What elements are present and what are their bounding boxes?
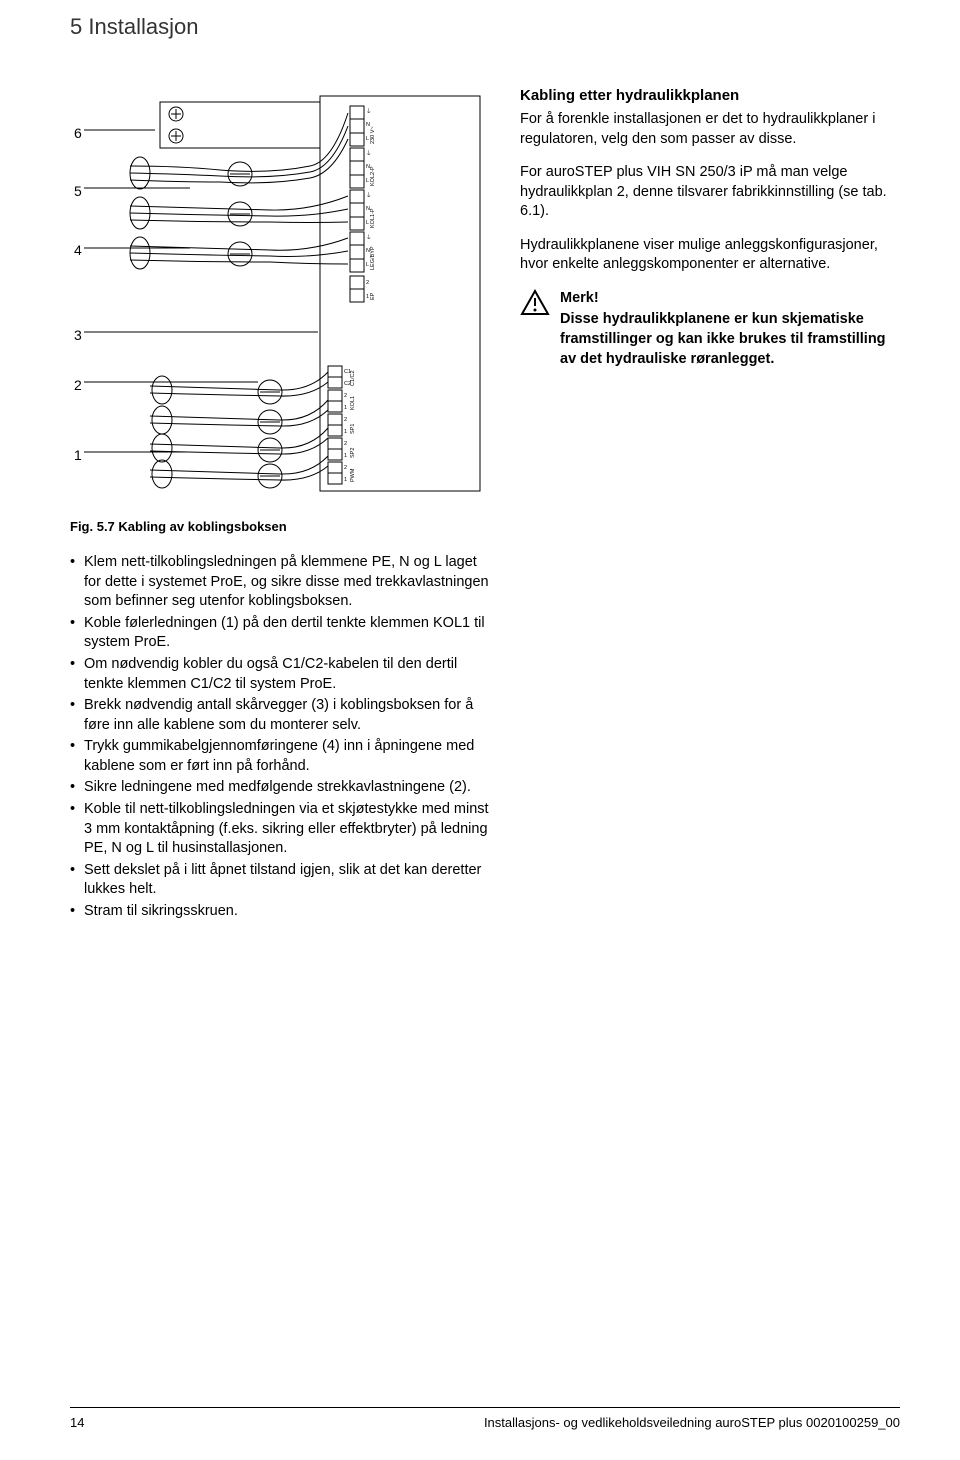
instruction-list: Klem nett-tilkoblingsledningen på klemme… [70, 553, 490, 921]
instruction-item: Sikre ledningene med medfølgende strekka… [70, 778, 490, 798]
page-number: 14 [70, 1414, 84, 1432]
svg-text:1: 1 [344, 453, 347, 459]
svg-text:2: 2 [344, 465, 347, 471]
wiring-diagram: 6 5 4 3 2 1 [70, 66, 490, 506]
instruction-item: Sett dekslet på i litt åpnet tilstand ig… [70, 861, 490, 900]
svg-text:1: 1 [366, 294, 369, 300]
section-header: 5 Installasjon [70, 0, 900, 42]
instruction-item: Trykk gummikabelgjennomføringene (4) inn… [70, 737, 490, 776]
svg-text:L: L [366, 136, 369, 142]
svg-text:LEG/BYP: LEG/BYP [370, 246, 376, 270]
svg-text:C1/C2: C1/C2 [350, 370, 356, 386]
right-heading: Kabling etter hydraulikkplanen [520, 86, 900, 106]
svg-text:EP: EP [370, 292, 376, 300]
svg-text:L: L [366, 262, 369, 268]
svg-text:⏚: ⏚ [366, 192, 372, 199]
svg-text:2: 2 [366, 280, 369, 286]
svg-text:2: 2 [344, 417, 347, 423]
svg-text:L: L [366, 178, 369, 184]
svg-text:230 V~: 230 V~ [370, 126, 376, 144]
svg-text:KOL2-P: KOL2-P [370, 166, 376, 186]
right-para-1: For å forenkle installasjonen er det to … [520, 110, 900, 149]
svg-text:SP1: SP1 [350, 423, 356, 433]
svg-text:1: 1 [344, 429, 347, 435]
warning-icon [520, 289, 550, 322]
instruction-item: Brekk nødvendig antall skårvegger (3) i … [70, 696, 490, 735]
svg-text:2: 2 [344, 393, 347, 399]
note-label: Merk! [560, 289, 900, 309]
section-number: 5 [70, 14, 82, 39]
svg-text:PWM: PWM [350, 468, 356, 482]
svg-text:1: 1 [344, 405, 347, 411]
instruction-item: Stram til sikringsskruen. [70, 902, 490, 922]
svg-text:KOL1-P: KOL1-P [370, 208, 376, 228]
instruction-item: Om nødvendig kobler du også C1/C2-kabele… [70, 655, 490, 694]
section-title: Installasjon [88, 14, 198, 39]
doc-id: Installasjons- og vedlikeholdsveiledning… [484, 1414, 900, 1432]
note-box: Merk! Disse hydraulikkplanene er kun skj… [520, 289, 900, 369]
svg-text:⏚: ⏚ [366, 108, 372, 115]
svg-text:L: L [366, 220, 369, 226]
svg-text:SP2: SP2 [350, 447, 356, 457]
right-para-3: Hydraulikkplanene viser mulige anleggsko… [520, 236, 900, 275]
svg-text:1: 1 [344, 477, 347, 483]
note-body: Disse hydraulikkplanene er kun skjematis… [560, 311, 886, 366]
svg-text:KOL1: KOL1 [350, 396, 356, 410]
svg-text:⏚: ⏚ [366, 150, 372, 157]
svg-text:2: 2 [344, 441, 347, 447]
page-footer: 14 Installasjons- og vedlikeholdsveiledn… [70, 1407, 900, 1432]
figure-caption: Fig. 5.7 Kabling av koblingsboksen [70, 518, 490, 536]
instruction-item: Klem nett-tilkoblingsledningen på klemme… [70, 553, 490, 612]
instruction-item: Koble følerledningen (1) på den dertil t… [70, 614, 490, 653]
svg-text:⏚: ⏚ [366, 234, 372, 241]
right-para-2: For auroSTEP plus VIH SN 250/3 iP må man… [520, 163, 900, 222]
instruction-item: Koble til nett-tilkoblingsledningen via … [70, 800, 490, 859]
